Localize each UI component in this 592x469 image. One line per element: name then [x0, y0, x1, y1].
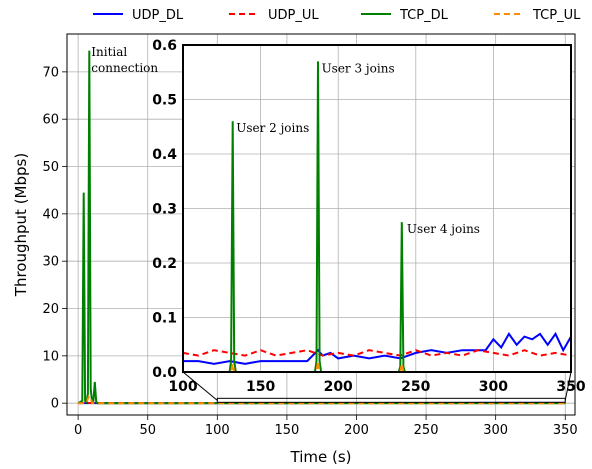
main-y-tick-label: 10 — [42, 349, 59, 364]
main-y-tick-label: 50 — [42, 160, 59, 175]
legend-label-udp-dl: UDP_DL — [132, 8, 184, 23]
inset-x-tick-label: 100 — [168, 379, 197, 395]
main-x-tick-label: 150 — [274, 423, 299, 438]
annotation-user-joins: User 3 joins — [322, 61, 395, 75]
main-y-tick-label: 60 — [42, 113, 59, 128]
inset-y-tick-label: 0.1 — [152, 311, 177, 327]
inset-plot: 100 150 200 250 300 350 0.0 0.1 0.2 0.3 0.4 0.5 0.6 U… — [152, 38, 586, 395]
legend-label-udp-ul: UDP_UL — [268, 8, 319, 23]
zoom-connector-line-right — [564, 371, 572, 401]
main-x-axis-label: Time (s) — [290, 448, 352, 466]
inset-series-group — [182, 61, 572, 373]
inset-series-tcp-dl — [183, 61, 571, 373]
inset-series-tcp-ul — [183, 360, 571, 373]
main-x-tick-label: 200 — [344, 423, 369, 438]
main-y-tick-label: 40 — [42, 207, 59, 222]
main-x-tick-label: 50 — [139, 423, 156, 438]
main-series-group — [77, 50, 566, 405]
inset-y-tick-label: 0.2 — [152, 256, 177, 272]
main-x-tick-label: 250 — [414, 423, 439, 438]
inset-frame — [182, 44, 572, 373]
main-series-tcp-dl — [77, 50, 566, 405]
main-y-tick-label: 70 — [42, 65, 59, 80]
inset-x-tick-label: 350 — [556, 379, 585, 395]
inset-y-tick-label: 0.4 — [152, 147, 177, 163]
main-y-tick-label: 30 — [42, 255, 59, 270]
legend-label-tcp-ul: TCP_UL — [532, 8, 581, 23]
main-x-tick-label: 100 — [205, 423, 230, 438]
main-y-tick-label: 0 — [51, 397, 59, 412]
annotation-line: connection — [91, 61, 158, 75]
annotation-initial-connection: Initial connection — [91, 45, 158, 75]
inset-y-tick-label: 0.5 — [152, 93, 177, 109]
legend-label-tcp-dl: TCP_DL — [399, 8, 449, 23]
main-plot-frame — [66, 33, 576, 416]
annotation-line: Initial — [91, 45, 127, 59]
inset-y-tick-label: 0.6 — [152, 38, 177, 54]
inset-x-tick-label: 300 — [479, 379, 508, 395]
main-x-tick-label: 350 — [553, 423, 578, 438]
inset-x-tick-label: 150 — [246, 379, 275, 395]
main-series-tcp-ul — [78, 394, 566, 405]
main-y-axis-label: Throughput (Mbps) — [12, 153, 30, 297]
inset-y-tick-label: 0.3 — [152, 202, 177, 218]
annotation-user-joins: User 2 joins — [236, 121, 309, 135]
legend: UDP_DL UDP_UL TCP_DL TCP_UL — [93, 8, 581, 23]
inset-y-tick-label: 0.0 — [152, 365, 177, 381]
inset-x-tick-label: 200 — [324, 379, 353, 395]
main-x-tick-label: 300 — [483, 423, 508, 438]
inset-series-udp-dl — [183, 331, 572, 365]
annotation-user-joins: User 4 joins — [407, 222, 480, 236]
inset-x-tick-label: 250 — [401, 379, 430, 395]
zoom-connector-line-left — [182, 371, 218, 401]
inset-series-udp-ul — [182, 349, 572, 357]
main-x-tick-label: 0 — [74, 423, 82, 438]
main-y-tick-label: 20 — [42, 302, 59, 317]
zoom-connector — [182, 371, 572, 403]
